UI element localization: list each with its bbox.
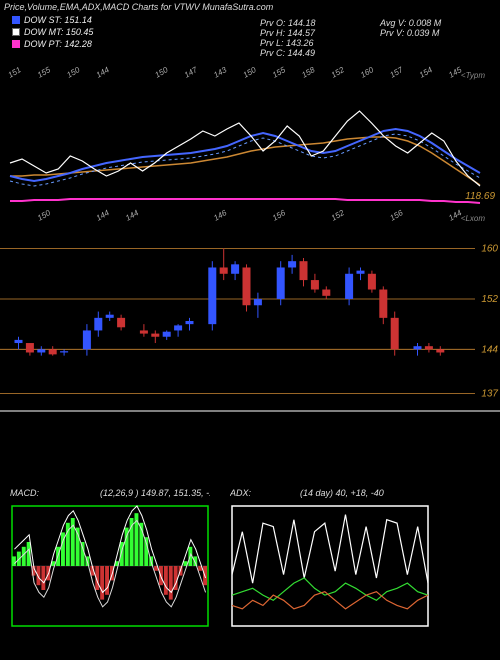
stat-prv-l: Prv L: 143.26 bbox=[260, 38, 316, 48]
svg-text:(12,26,9 ) 149.87, 151.35, -1.: (12,26,9 ) 149.87, 151.35, -1.48 bbox=[100, 488, 210, 498]
svg-text:144: 144 bbox=[124, 208, 141, 223]
svg-text:(14 day) 40, +18, -40: (14 day) 40, +18, -40 bbox=[300, 488, 384, 498]
candlestick-chart: 160 152 144 137 bbox=[0, 226, 500, 426]
legend-st-label: DOW ST: 151.14 bbox=[24, 15, 92, 25]
legend-dow-st: DOW ST: 151.14 bbox=[4, 14, 101, 26]
svg-text:<Typm: <Typm bbox=[461, 71, 485, 80]
svg-text:146: 146 bbox=[212, 208, 229, 223]
chart-title: Price,Volume,EMA,ADX,MACD Charts for VTW… bbox=[0, 0, 500, 14]
stat-prv-h: Prv H: 144.57 bbox=[260, 28, 316, 38]
svg-text:152: 152 bbox=[330, 208, 347, 223]
stats-col2: Avg V: 0.008 M Prv V: 0.039 M bbox=[380, 18, 441, 38]
svg-text:150: 150 bbox=[153, 66, 170, 80]
svg-text:152: 152 bbox=[481, 294, 498, 305]
svg-text:<Lxom: <Lxom bbox=[461, 214, 486, 223]
svg-text:160: 160 bbox=[481, 244, 498, 255]
svg-text:157: 157 bbox=[388, 66, 405, 80]
stat-prv-v: Prv V: 0.039 M bbox=[380, 28, 441, 38]
legend-pt-color bbox=[12, 40, 20, 48]
svg-text:150: 150 bbox=[65, 66, 82, 80]
svg-text:MACD:: MACD: bbox=[10, 488, 39, 498]
svg-text:151: 151 bbox=[7, 66, 23, 80]
macd-panel: MACD: (12,26,9 ) 149.87, 151.35, -1.48 bbox=[10, 486, 210, 636]
upper-price-chart: 151 155 150 144 150 147 143 150 155 158 152 160 157 1… bbox=[0, 66, 500, 226]
svg-text:144: 144 bbox=[481, 344, 498, 355]
legend-dow-mt: DOW MT: 150.45 bbox=[4, 26, 101, 38]
svg-text:156: 156 bbox=[271, 208, 288, 223]
indicator-row: MACD: (12,26,9 ) 149.87, 151.35, -1.48 AD… bbox=[0, 486, 500, 636]
legend-mt-color bbox=[12, 28, 20, 36]
svg-text:152: 152 bbox=[330, 66, 347, 80]
svg-text:154: 154 bbox=[418, 66, 435, 80]
svg-text:144: 144 bbox=[95, 66, 112, 80]
legend-st-color bbox=[12, 16, 20, 24]
legend-dow-pt: DOW PT: 142.28 bbox=[4, 38, 101, 50]
svg-text:144: 144 bbox=[95, 208, 112, 223]
svg-text:150: 150 bbox=[36, 208, 53, 223]
svg-text:147: 147 bbox=[183, 66, 200, 80]
svg-text:ADX:: ADX: bbox=[230, 488, 252, 498]
svg-text:160: 160 bbox=[359, 66, 376, 80]
stat-prv-c: Prv C: 144.49 bbox=[260, 48, 316, 58]
svg-text:150: 150 bbox=[242, 66, 259, 80]
svg-text:143: 143 bbox=[212, 66, 229, 80]
stats-col1: Prv O: 144.18 Prv H: 144.57 Prv L: 143.2… bbox=[260, 18, 316, 58]
svg-text:155: 155 bbox=[271, 66, 288, 80]
svg-text:158: 158 bbox=[300, 66, 317, 80]
adx-panel: ADX: (14 day) 40, +18, -40 bbox=[230, 486, 430, 636]
legend-pt-label: DOW PT: 142.28 bbox=[24, 39, 92, 49]
svg-text:118.69: 118.69 bbox=[465, 191, 495, 202]
svg-text:155: 155 bbox=[36, 66, 53, 80]
stat-avg-v: Avg V: 0.008 M bbox=[380, 18, 441, 28]
legend-mt-label: DOW MT: 150.45 bbox=[24, 27, 93, 37]
svg-text:156: 156 bbox=[388, 208, 405, 223]
svg-text:137: 137 bbox=[481, 388, 498, 399]
stat-prv-o: Prv O: 144.18 bbox=[260, 18, 316, 28]
